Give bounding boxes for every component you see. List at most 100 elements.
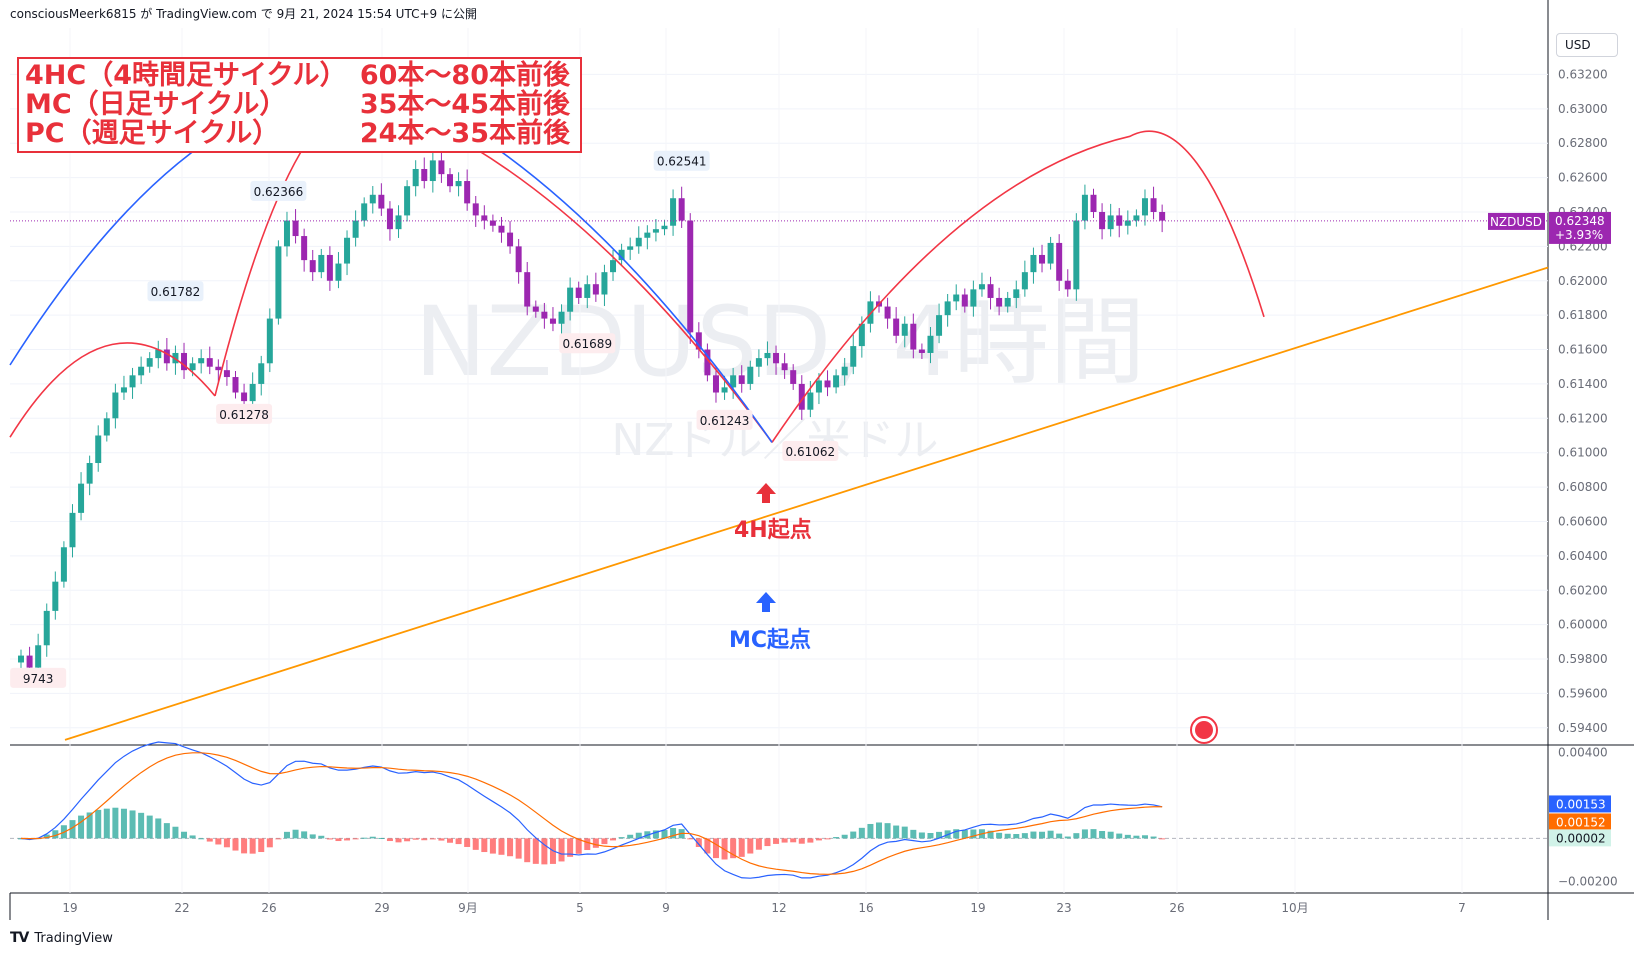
price-label-text: 0.62366 xyxy=(254,185,304,199)
macd-hist-bar xyxy=(1064,836,1071,839)
candle-body xyxy=(996,297,1003,307)
macd-hist-bar xyxy=(155,818,162,839)
macd-hist-bar xyxy=(850,831,857,839)
macd-hist-bar xyxy=(266,838,273,848)
price-label-box: 0.61278 xyxy=(216,403,273,424)
time-tick-label: 22 xyxy=(174,901,189,915)
macd-hist-bar xyxy=(901,826,908,839)
candle-body xyxy=(987,284,994,298)
candle-body xyxy=(1116,215,1123,226)
candle-body xyxy=(970,289,977,307)
macd-hist-bar xyxy=(258,838,265,853)
price-tick-label: 0.60000 xyxy=(1558,618,1608,632)
candle-body xyxy=(1090,194,1097,212)
time-tick-label: 26 xyxy=(1169,901,1184,915)
price-tick-label: 0.60600 xyxy=(1558,514,1608,528)
macd-hist-bar xyxy=(1159,838,1166,840)
macd-hist-bar xyxy=(344,838,351,841)
candle-body xyxy=(953,294,960,302)
macd-hist-bar xyxy=(1021,833,1028,839)
candle-body xyxy=(1021,272,1028,290)
macd-hist-bar xyxy=(1141,835,1148,839)
currency-button[interactable]: USD xyxy=(1556,33,1618,57)
candle-body xyxy=(721,387,728,393)
legend-row-4hc-label: 4HC（4時間足サイクル） xyxy=(25,60,347,91)
macd-hist-bar xyxy=(326,838,333,840)
candle-body xyxy=(241,392,248,402)
candle-body xyxy=(1039,254,1046,264)
macd-hist-bar xyxy=(876,822,882,839)
price-tick-label: 0.62000 xyxy=(1558,274,1608,288)
legend-row-pc-label: PC（週足サイクル） xyxy=(25,118,280,149)
candle-body xyxy=(824,380,831,388)
price-label-bg xyxy=(782,441,839,462)
candle-body xyxy=(206,358,213,367)
macd-tick-label: −0.00200 xyxy=(1558,874,1618,888)
candle-body xyxy=(258,363,265,384)
macd-hist-bar xyxy=(103,808,110,839)
macd-hist-bar xyxy=(1090,829,1097,839)
hist-value-badge: 0.00002 xyxy=(1549,829,1611,847)
price-tick-label: 0.61800 xyxy=(1558,308,1608,322)
macd-hist-bar xyxy=(773,838,780,844)
macd-hist-bar xyxy=(120,808,127,839)
price-label-box: 0.61062 xyxy=(782,441,839,462)
candle-body xyxy=(1150,198,1157,212)
macd-hist-bar xyxy=(1030,831,1037,839)
legend-row-pc-value: 24本〜35本前後 xyxy=(359,118,570,149)
candle-body xyxy=(181,352,188,371)
macd-hist-bar xyxy=(335,838,342,842)
macd-hist-bar xyxy=(824,838,831,840)
candle-body xyxy=(386,208,393,230)
macd-hist-bar xyxy=(1056,833,1063,839)
candle-body xyxy=(918,349,925,353)
watermark-symbol: NZDUSD, 4時間 xyxy=(415,286,1146,398)
macd-hist-bar xyxy=(412,838,419,840)
candle-body xyxy=(815,380,822,393)
macd-hist-bar xyxy=(146,815,153,839)
macd-hist-bar xyxy=(86,812,93,839)
macd-hist-bar xyxy=(438,838,445,841)
candle-body xyxy=(429,160,436,182)
legend-row-4hc-value: 60本〜80本前後 xyxy=(359,60,570,91)
candle-body xyxy=(78,483,85,513)
macd-hist-bar xyxy=(592,838,599,848)
price-label-box: 0.61689 xyxy=(559,333,616,354)
last-price-badge: 0.62348+3.93% xyxy=(1549,211,1611,244)
macd-hist-bar xyxy=(841,834,848,839)
price-tick-label: 0.60400 xyxy=(1558,549,1608,563)
red-cycle-arc-1 xyxy=(9,342,216,438)
candle-body xyxy=(163,349,170,364)
macd-hist-bar xyxy=(833,837,840,839)
candle-body xyxy=(155,349,162,359)
us-event-flag-icon xyxy=(1190,716,1218,744)
price-label-bg xyxy=(250,180,307,201)
candle-body xyxy=(1064,280,1071,290)
macd-hist-bar xyxy=(69,820,76,839)
candle-body xyxy=(301,236,308,261)
candle-body xyxy=(541,311,548,319)
time-tick-label: 10月 xyxy=(1281,901,1308,915)
candle-body xyxy=(592,284,599,295)
macd-hist-bar xyxy=(369,836,376,839)
candle-body xyxy=(138,366,145,376)
candle-body xyxy=(249,383,256,402)
mc-start-label: MC起点 xyxy=(729,628,812,653)
macd-hist-bar xyxy=(541,838,548,865)
macd-hist-bar xyxy=(198,838,205,840)
macd-hist-bar xyxy=(112,807,119,839)
macd-hist-bar xyxy=(1047,830,1054,839)
macd-hist-bar xyxy=(558,838,565,862)
candle-body xyxy=(395,215,402,230)
candle-body xyxy=(678,198,685,221)
candle-body xyxy=(584,284,591,298)
macd-hist-bar xyxy=(575,838,582,854)
macd-hist-bar xyxy=(1013,834,1020,839)
macd-hist-bar xyxy=(996,832,1003,839)
candle-body xyxy=(850,346,857,367)
macd-hist-bar xyxy=(532,838,539,864)
macd-hist-bar xyxy=(584,838,591,851)
candle-body xyxy=(52,581,59,611)
candle-body xyxy=(335,263,342,281)
